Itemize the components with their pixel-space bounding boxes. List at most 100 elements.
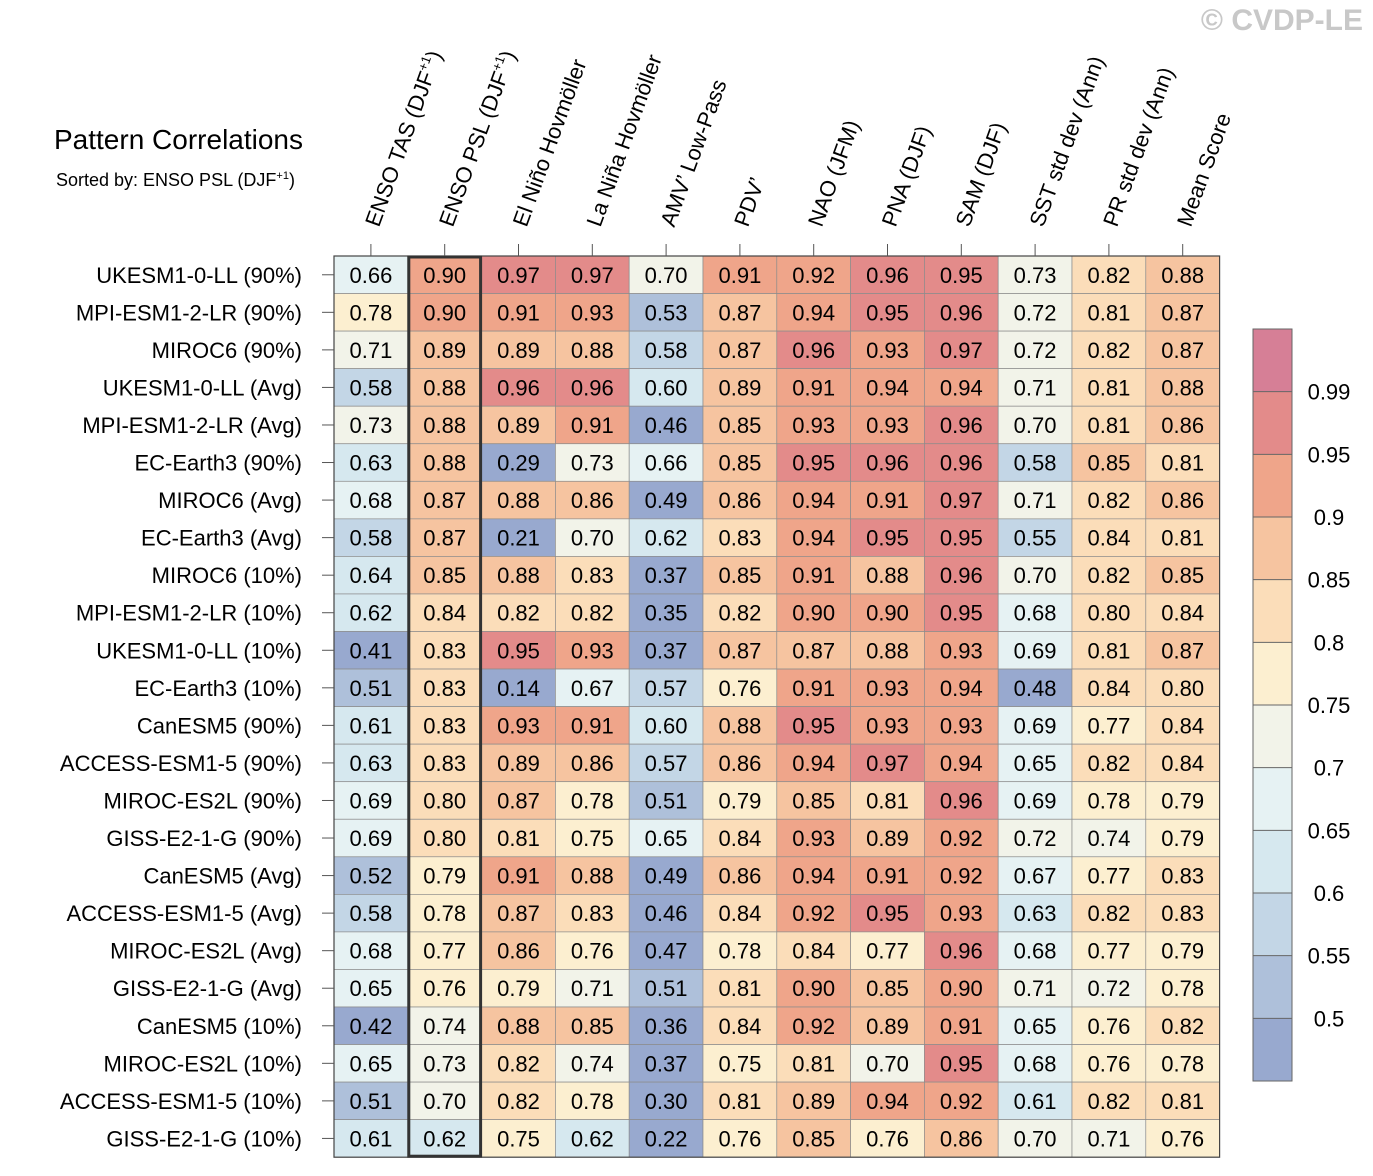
- cell-value: 0.81: [1161, 1089, 1204, 1114]
- cell-value: 0.87: [1161, 638, 1204, 663]
- cell-value: 0.57: [645, 676, 688, 701]
- heatmap-cell: [1145, 781, 1220, 820]
- heatmap-cell: [628, 1119, 704, 1158]
- cell-value: 0.93: [940, 901, 983, 926]
- cell-value: 0.78: [1161, 1051, 1204, 1076]
- heatmap-cell: [850, 668, 925, 707]
- column-label: ENSO PSL (DJF+1): [433, 47, 521, 230]
- row-label: MPI-ESM1-2-LR (10%): [76, 601, 302, 626]
- heatmap-cell: [1071, 1119, 1147, 1158]
- row-label: MPI-ESM1-2-LR (Avg): [82, 413, 302, 438]
- cell-value: 0.84: [718, 1014, 761, 1039]
- heatmap-cell: [924, 969, 999, 1008]
- heatmap-cell: [481, 818, 556, 858]
- heatmap-cell: [776, 893, 851, 933]
- cell-value: 0.84: [1087, 526, 1130, 551]
- heatmap-cell: [481, 706, 556, 745]
- row-label: CanESM5 (10%): [137, 1014, 302, 1039]
- heatmap-cell: [407, 293, 482, 332]
- heatmap-cell: [628, 931, 704, 970]
- heatmap-frame: [333, 255, 1221, 1158]
- heatmap-cell: [481, 1081, 556, 1120]
- cell-value: 0.66: [645, 451, 688, 476]
- cell-value: 0.85: [1161, 563, 1204, 588]
- cell-value: 0.95: [940, 601, 983, 626]
- cell-value: 0.95: [792, 713, 835, 738]
- cell-value: 0.41: [349, 638, 392, 663]
- column-label: Mean Score: [1172, 110, 1236, 230]
- cell-value: 0.79: [1161, 788, 1204, 813]
- cell-value: 0.82: [1087, 901, 1130, 926]
- cell-value: 0.81: [866, 788, 909, 813]
- heatmap-cell: [333, 480, 409, 520]
- heatmap-cell: [850, 593, 925, 632]
- cell-value: 0.73: [349, 413, 392, 438]
- cell-value: 0.82: [1087, 1089, 1130, 1114]
- cell-value: 0.93: [571, 638, 614, 663]
- cell-value: 0.84: [1161, 713, 1204, 738]
- cell-value: 0.37: [645, 638, 688, 663]
- cell-value: 0.65: [1014, 751, 1057, 776]
- cell-value: 0.76: [718, 676, 761, 701]
- heatmap-cell: [997, 631, 1073, 670]
- heatmap-cell: [628, 781, 704, 820]
- cell-value: 0.73: [571, 451, 614, 476]
- cell-value: 0.30: [645, 1089, 688, 1114]
- cell-value: 0.88: [423, 413, 466, 438]
- cell-value: 0.92: [940, 864, 983, 889]
- cell-value: 0.68: [349, 488, 392, 513]
- heatmap-cell: [555, 856, 630, 895]
- heatmap-cell: [555, 631, 630, 670]
- cell-value: 0.76: [718, 1126, 761, 1151]
- cell-value: 0.79: [497, 976, 540, 1001]
- heatmap-cell: [407, 668, 482, 707]
- cell-value: 0.96: [940, 451, 983, 476]
- column-label: El Niño Hovmöller: [508, 56, 592, 230]
- cell-value: 0.71: [1014, 488, 1057, 513]
- cell-value: 0.76: [423, 976, 466, 1001]
- heatmap-cell: [628, 330, 704, 370]
- heatmap-cell: [481, 518, 556, 557]
- cell-value: 0.89: [497, 413, 540, 438]
- cell-value: 0.91: [497, 864, 540, 889]
- heatmap-cell: [555, 330, 630, 370]
- cell-value: 0.87: [423, 488, 466, 513]
- heatmap-cell: [555, 1081, 630, 1120]
- cell-value: 0.90: [940, 976, 983, 1001]
- column-label: AMV’ Low-Pass: [655, 76, 731, 230]
- heatmap-cell: [333, 856, 409, 895]
- heatmap-cell: [1071, 1081, 1147, 1120]
- row-label: MPI-ESM1-2-LR (90%): [76, 300, 302, 325]
- heatmap-cell: [924, 368, 999, 407]
- heatmap-cell: [333, 1044, 409, 1083]
- colorbar-bin: [1253, 454, 1292, 517]
- column-label: SST std dev (Ann): [1024, 53, 1109, 230]
- cell-value: 0.66: [349, 263, 392, 288]
- heatmap-cell: [628, 443, 704, 482]
- heatmap-cell: [481, 593, 556, 632]
- cell-value: 0.78: [349, 300, 392, 325]
- cell-value: 0.62: [571, 1126, 614, 1151]
- heatmap-cell: [1145, 330, 1220, 370]
- cell-value: 0.82: [1087, 488, 1130, 513]
- heatmap-cell: [1071, 1006, 1147, 1045]
- cell-value: 0.84: [423, 601, 466, 626]
- cell-value: 0.62: [349, 601, 392, 626]
- cell-value: 0.51: [349, 676, 392, 701]
- colorbar-bin: [1253, 642, 1292, 705]
- cell-value: 0.76: [1087, 1014, 1130, 1039]
- heatmap-cell: [1071, 518, 1147, 557]
- column-label: PNA (DJF): [877, 122, 936, 229]
- cell-value: 0.35: [645, 601, 688, 626]
- cell-value: 0.29: [497, 451, 540, 476]
- heatmap-cell: [555, 368, 630, 407]
- heatmap-cell: [1145, 631, 1220, 670]
- heatmap-cell: [850, 480, 925, 520]
- heatmap-cell: [997, 781, 1073, 820]
- cell-value: 0.70: [423, 1089, 466, 1114]
- cell-value: 0.93: [940, 713, 983, 738]
- heatmap-cell: [407, 631, 482, 670]
- heatmap-cell: [924, 293, 999, 332]
- cell-value: 0.92: [792, 263, 835, 288]
- cell-value: 0.93: [866, 676, 909, 701]
